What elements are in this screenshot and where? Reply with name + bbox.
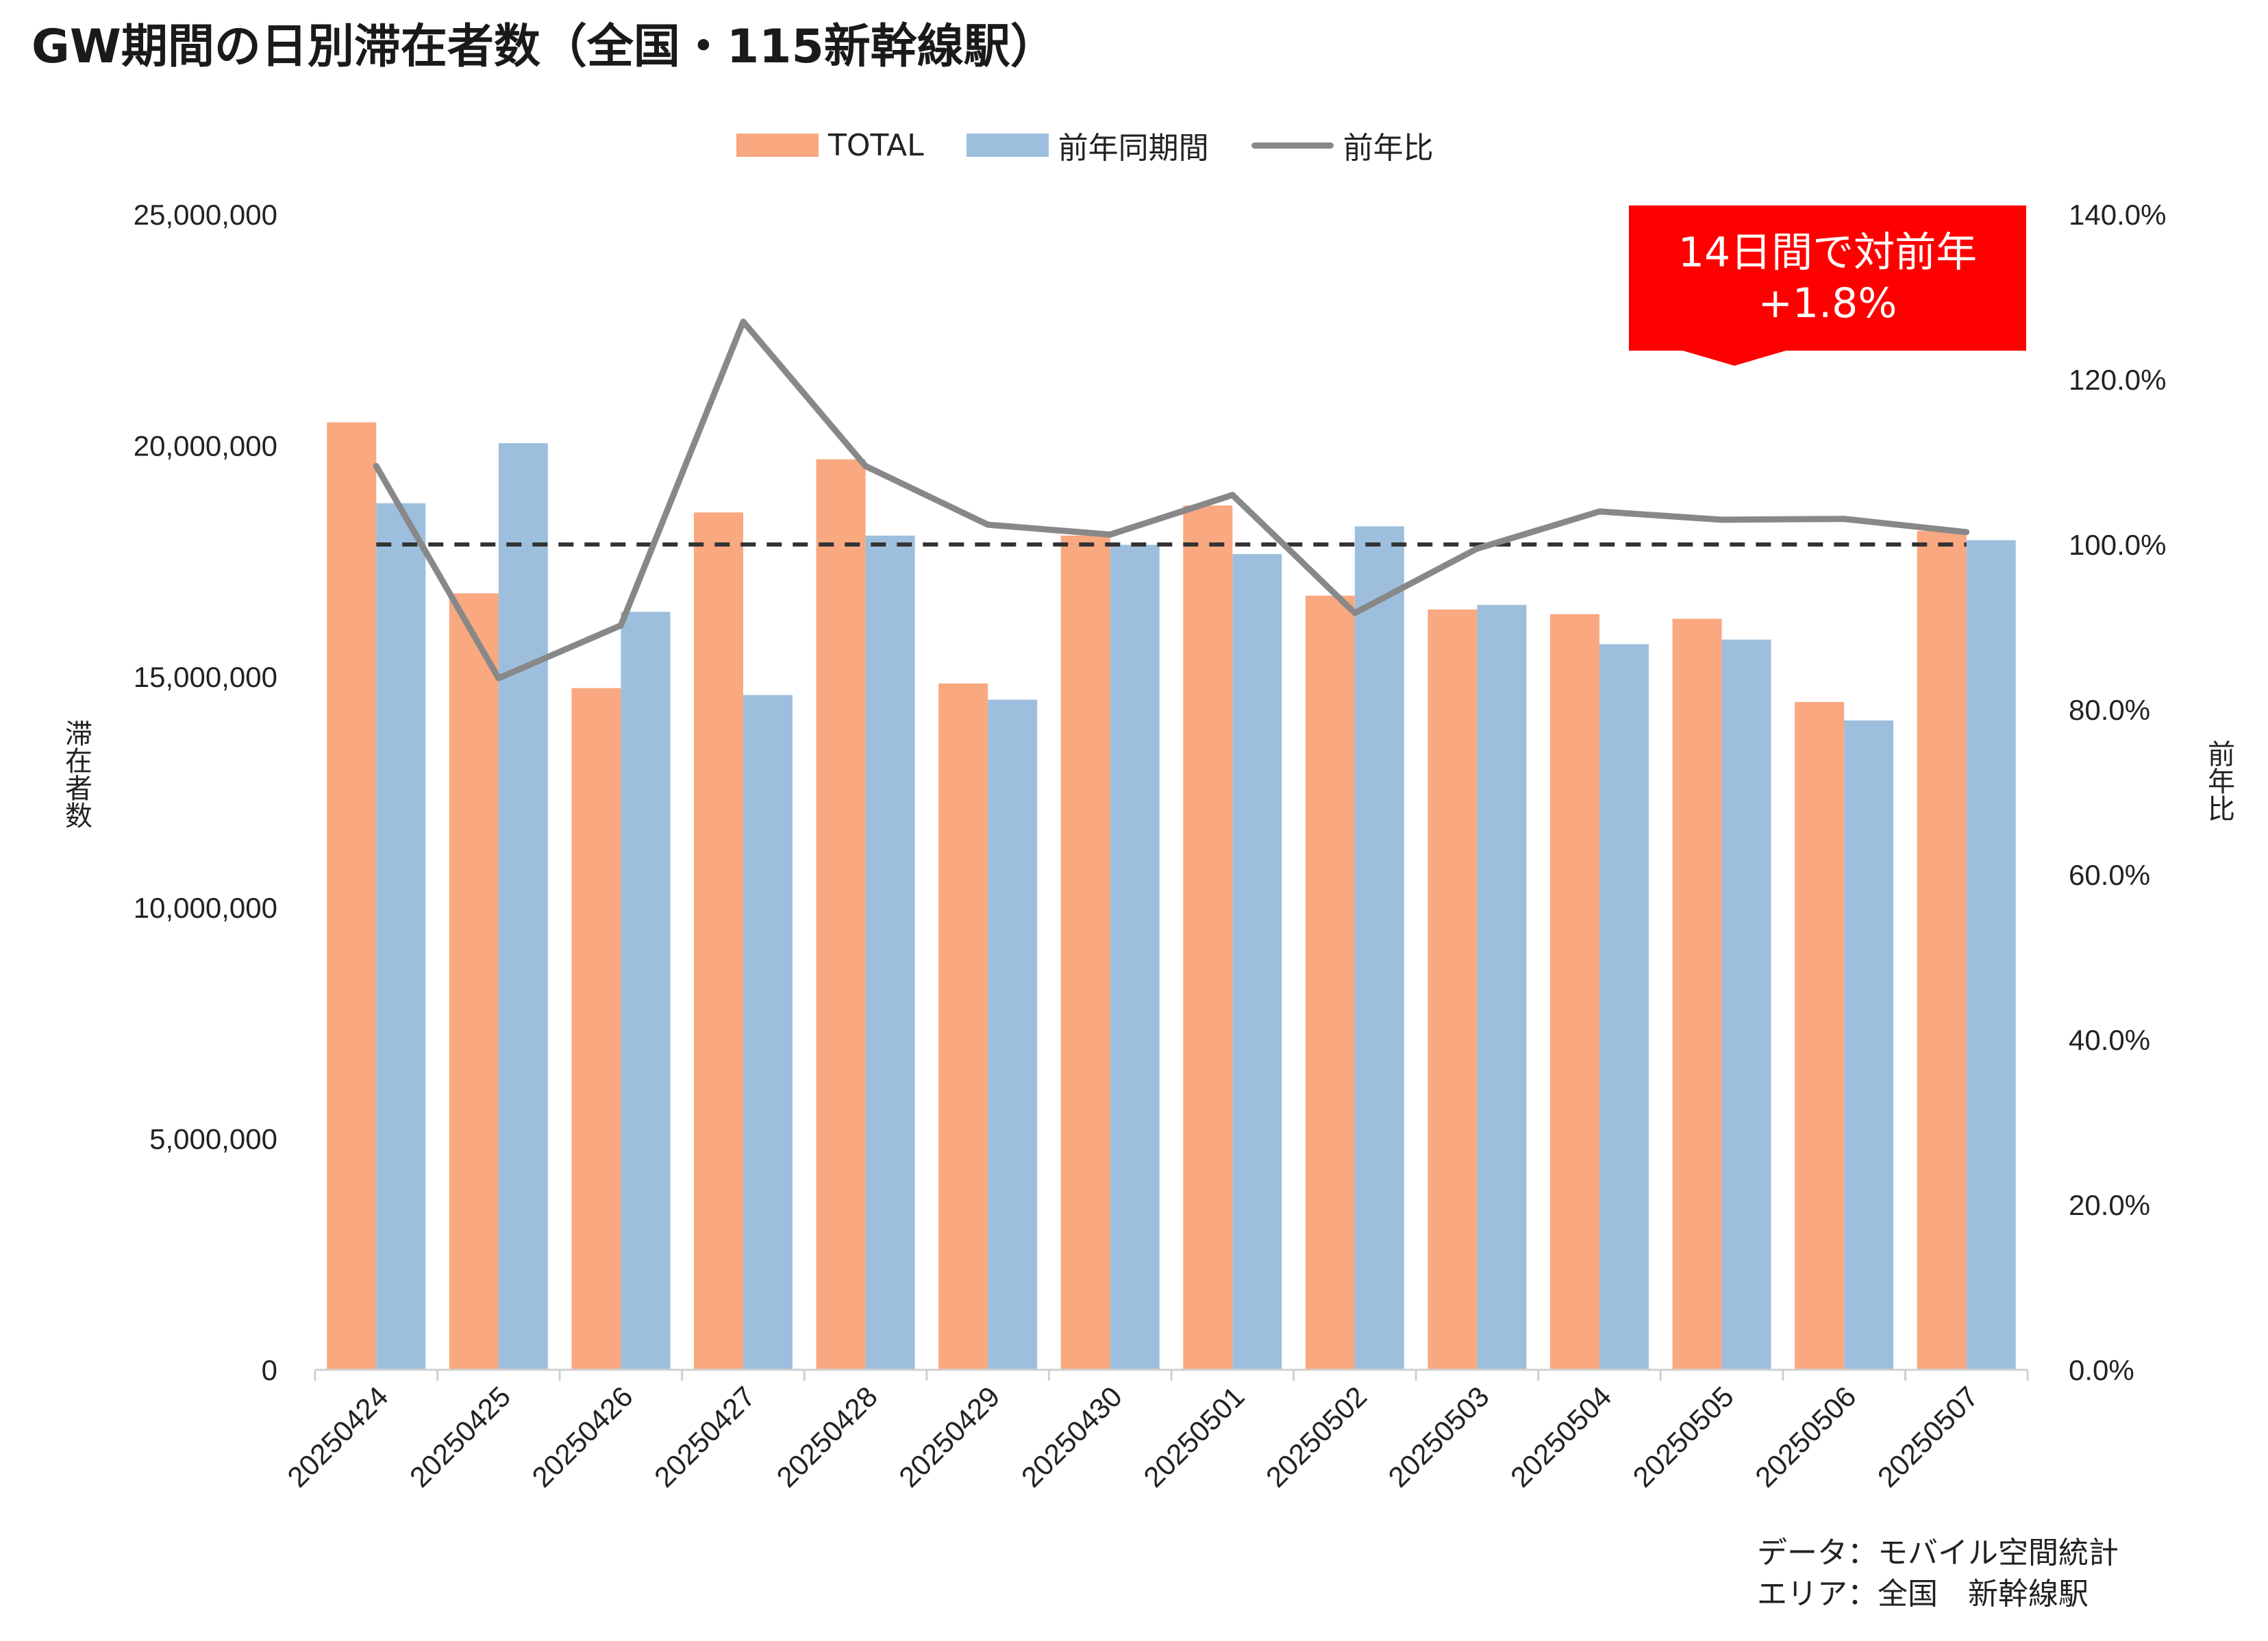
bar-prev-year-20250502 <box>1354 526 1404 1370</box>
y-right-tick-label: 60.0% <box>2069 859 2150 891</box>
yoy-line <box>373 318 1970 681</box>
x-tick-label-20250507: 20250507 <box>1871 1380 1984 1493</box>
bar-prev-year-20250504 <box>1599 644 1649 1370</box>
annotation-line1: 14日間で対前年 <box>1678 229 1978 277</box>
x-tick-label-20250424: 20250424 <box>281 1380 394 1493</box>
bar-prev-year-20250427 <box>743 694 793 1370</box>
y-axis-left-title: 滞在者数 <box>60 719 92 829</box>
y-right-tick-label: 80.0% <box>2069 694 2150 726</box>
bar-total-20250504 <box>1550 614 1599 1370</box>
annotation-line2: +1.8% <box>1758 279 1897 327</box>
legend-label-total: TOTAL <box>828 127 924 163</box>
y-left-tick-label: 20,000,000 <box>134 429 277 462</box>
bar-total-20250503 <box>1428 609 1478 1370</box>
bar-prev-year-20250503 <box>1477 605 1527 1370</box>
x-tick-label-20250502: 20250502 <box>1260 1380 1373 1493</box>
y-left-tick-label: 0 <box>262 1354 277 1386</box>
legend-item-prev-year: 前年同期間 <box>966 123 1209 167</box>
legend-item-total: TOTAL <box>736 128 924 163</box>
y-right-tick-label: 140.0% <box>2069 199 2166 231</box>
bar-group <box>327 422 2016 1370</box>
bar-prev-year-20250506 <box>1844 720 1894 1370</box>
legend-label-prev-year: 前年同期間 <box>1058 131 1209 166</box>
source-note: データ：モバイル空間統計 エリア：全国 新幹線駅 <box>1757 1533 2119 1615</box>
legend-swatch-total <box>736 134 819 157</box>
bar-total-20250430 <box>1060 535 1110 1370</box>
bar-total-20250507 <box>1917 531 1967 1370</box>
y-left-tick-label: 5,000,000 <box>149 1123 277 1155</box>
bar-prev-year-20250505 <box>1721 639 1771 1370</box>
legend-swatch-prev-year <box>966 134 1049 157</box>
chart-title: GW期間の日別滞在者数（全国・115新幹線駅） <box>32 20 1057 74</box>
bar-total-20250428 <box>816 459 866 1370</box>
y-left-tick-label: 25,000,000 <box>134 199 277 231</box>
yoy-line-group <box>373 318 1970 681</box>
x-tick-label-20250506: 20250506 <box>1749 1380 1862 1493</box>
bar-prev-year-20250424 <box>376 503 426 1370</box>
x-tick-label-20250501: 20250501 <box>1137 1380 1250 1493</box>
y-left-tick-label: 15,000,000 <box>134 661 277 693</box>
legend-swatch-yoy <box>1251 142 1334 149</box>
legend-item-yoy: 前年比 <box>1251 123 1434 167</box>
axes-group <box>314 1368 2029 1381</box>
x-tick-label-20250425: 20250425 <box>403 1380 516 1493</box>
y-right-tick-label: 120.0% <box>2069 364 2166 396</box>
bar-total-20250429 <box>938 683 988 1370</box>
legend: TOTAL 前年同期間 前年比 <box>736 123 1434 167</box>
bar-total-20250424 <box>327 422 377 1370</box>
bar-total-20250506 <box>1795 701 1845 1370</box>
bar-total-20250427 <box>694 512 743 1370</box>
bar-prev-year-20250426 <box>621 612 671 1370</box>
bar-prev-year-20250507 <box>1966 540 2016 1370</box>
bar-prev-year-20250428 <box>865 535 915 1370</box>
bar-prev-year-20250430 <box>1110 544 1160 1370</box>
y-right-tick-label: 100.0% <box>2069 529 2166 561</box>
y-right-tick-label: 20.0% <box>2069 1189 2150 1221</box>
y-axis-right-title: 前年比 <box>2203 740 2234 822</box>
y-right-tick-label: 40.0% <box>2069 1024 2150 1056</box>
y-left-tick-label: 10,000,000 <box>134 892 277 924</box>
bar-prev-year-20250501 <box>1232 553 1282 1370</box>
x-tick-label-20250503: 20250503 <box>1382 1380 1495 1493</box>
x-tick-label-20250428: 20250428 <box>771 1380 884 1493</box>
x-tick-label-20250430: 20250430 <box>1015 1380 1128 1493</box>
bar-total-20250501 <box>1183 505 1233 1370</box>
source-area-line: エリア：全国 新幹線駅 <box>1757 1577 2089 1612</box>
bar-prev-year-20250425 <box>498 443 548 1370</box>
y-right-tick-label: 0.0% <box>2069 1354 2134 1386</box>
bar-total-20250505 <box>1672 618 1722 1370</box>
x-tick-label-20250427: 20250427 <box>648 1380 761 1493</box>
x-tick-label-20250505: 20250505 <box>1627 1380 1740 1493</box>
annotation-callout-tail <box>1678 349 1791 366</box>
annotation-callout: 14日間で対前年 +1.8% <box>1629 205 2026 351</box>
bar-total-20250425 <box>449 593 499 1370</box>
x-tick-label-20250429: 20250429 <box>893 1380 1006 1493</box>
legend-label-yoy: 前年比 <box>1343 131 1434 166</box>
bar-total-20250502 <box>1305 595 1355 1370</box>
source-data-line: データ：モバイル空間統計 <box>1757 1536 2119 1570</box>
bar-total-20250426 <box>571 688 621 1370</box>
x-tick-label-20250504: 20250504 <box>1504 1380 1617 1493</box>
bar-prev-year-20250429 <box>988 699 1038 1370</box>
x-tick-label-20250426: 20250426 <box>525 1380 638 1493</box>
